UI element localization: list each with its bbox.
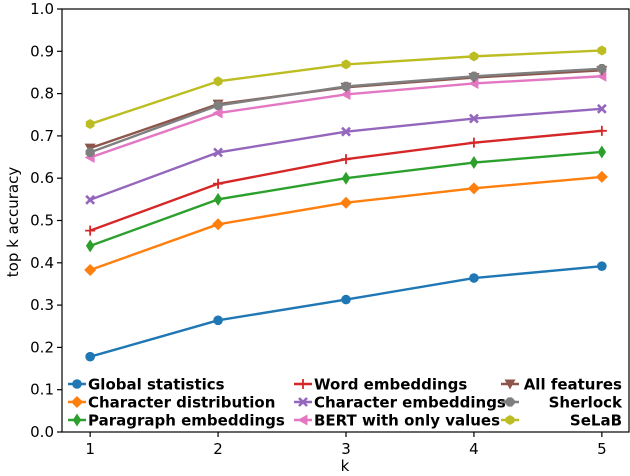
series-character-embeddings (85, 103, 607, 205)
data-point (469, 51, 479, 62)
legend-label: Character embeddings (314, 394, 506, 412)
legend-label: Word embeddings (314, 376, 467, 394)
data-point (596, 70, 607, 82)
data-point (85, 239, 95, 253)
y-tick-label: 0.7 (30, 127, 54, 145)
legend-marker (505, 415, 515, 425)
data-point (597, 261, 607, 271)
legend-entry: Paragraph embeddings (68, 412, 285, 430)
data-point (467, 182, 480, 195)
series-selab (85, 45, 607, 130)
series-word-embeddings (85, 125, 607, 236)
y-tick-label: 0.9 (30, 42, 54, 60)
series-layer (84, 45, 608, 362)
legend-marker (72, 379, 82, 389)
y-tick-label: 0.0 (30, 423, 54, 441)
legend-label: BERT with only values (314, 412, 500, 430)
legend-marker (72, 413, 82, 427)
y-tick-label: 0.1 (30, 381, 54, 399)
data-point (468, 137, 479, 148)
legend: Global statistics Word embeddings All feat… (68, 376, 623, 430)
data-point (469, 113, 479, 124)
data-point (596, 103, 607, 114)
legend-entry: Character embeddings (294, 394, 506, 412)
data-point (597, 145, 607, 159)
x-tick-label: 3 (341, 440, 351, 458)
legend-marker (504, 379, 516, 390)
legend-label: All features (524, 376, 622, 394)
data-point (469, 273, 479, 283)
y-axis-label: top k accuracy (4, 167, 22, 278)
x-tick-label: 2 (213, 440, 223, 458)
legend-entry: Global statistics (68, 376, 225, 394)
legend-marker (505, 397, 515, 407)
y-tick-label: 0.8 (30, 85, 54, 103)
data-point (85, 225, 96, 236)
x-tick-label: 1 (85, 440, 95, 458)
data-point (85, 351, 95, 362)
legend-entry: BERT with only values (294, 412, 500, 430)
series-line (89, 175, 602, 272)
data-point (85, 194, 96, 205)
series-character-distribution (84, 170, 608, 276)
data-point (341, 59, 351, 70)
data-point (595, 170, 608, 183)
data-point (84, 263, 97, 276)
legend-entry: Character distribution (68, 394, 275, 412)
x-axis-label: k (341, 457, 350, 475)
data-point (341, 81, 351, 92)
series-all-features (84, 65, 608, 154)
legend-label: Global statistics (88, 376, 225, 394)
x-tick-label: 4 (469, 440, 479, 458)
data-point (213, 147, 223, 158)
y-tick-label: 0.2 (30, 338, 54, 356)
data-point (212, 218, 225, 231)
y-tick-label: 0.6 (30, 169, 54, 187)
series-sherlock (85, 64, 607, 158)
data-point (341, 126, 351, 137)
data-point (597, 45, 607, 56)
data-point (469, 71, 479, 81)
x-tick-label: 5 (597, 440, 607, 458)
data-point (213, 315, 223, 326)
legend-marker (298, 397, 308, 407)
axes: 0.0 0.1 0.2 0.3 0.4 0.5 0.6 0.7 0.8 0.9 1.0 1 2 3 4 5 (30, 0, 630, 458)
data-point (341, 294, 351, 305)
series-bert-with-only-values (84, 70, 607, 163)
legend-marker (297, 414, 308, 426)
series-paragraph-embeddings (85, 145, 607, 253)
data-point (340, 196, 352, 209)
data-point (212, 107, 223, 119)
data-point (85, 119, 95, 130)
data-point (341, 154, 351, 165)
legend-label: Character distribution (88, 394, 275, 412)
legend-entry: SeLaB (501, 412, 622, 430)
data-point (213, 76, 223, 87)
data-point (213, 178, 224, 189)
y-tick-label: 1.0 (30, 0, 54, 18)
legend-label: Sherlock (549, 394, 623, 412)
y-tick-label: 0.3 (30, 296, 54, 314)
legend-label: SeLaB (570, 412, 622, 430)
legend-entry: All features (501, 376, 622, 394)
legend-entry: Sherlock (501, 394, 623, 412)
data-point (469, 156, 479, 170)
legend-marker (298, 379, 308, 389)
data-point (85, 147, 95, 158)
series-global-statistics (85, 261, 607, 362)
data-point (340, 88, 351, 100)
legend-entry: Word embeddings (294, 376, 467, 394)
data-point (213, 192, 223, 206)
data-point (597, 64, 607, 74)
data-point (213, 100, 223, 111)
y-tick-label: 0.5 (30, 212, 54, 230)
legend-marker (71, 396, 83, 408)
data-point (596, 125, 607, 136)
legend-label: Paragraph embeddings (88, 412, 285, 430)
series-line (89, 264, 602, 358)
data-point (341, 171, 351, 185)
y-tick-label: 0.4 (30, 254, 54, 272)
